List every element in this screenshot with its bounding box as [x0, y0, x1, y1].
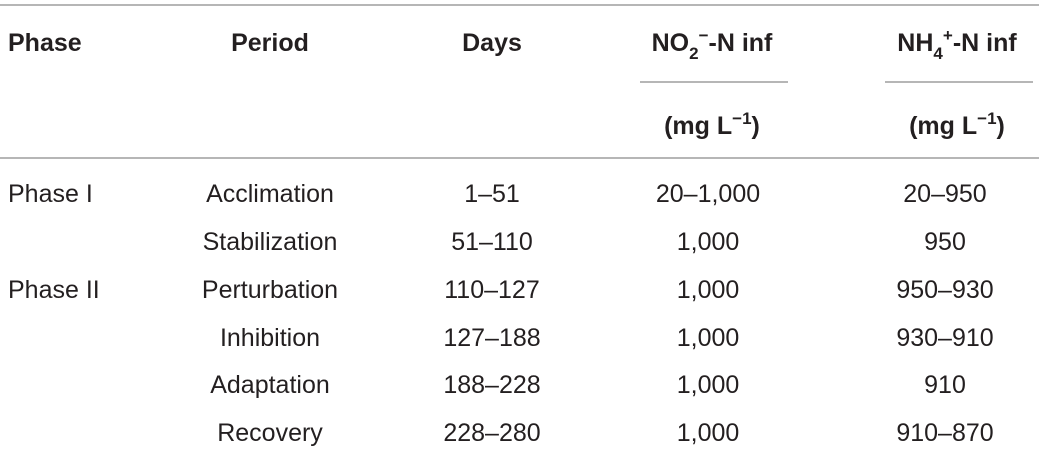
header-text: -N inf [953, 29, 1018, 57]
table-cell: 1,000 [677, 324, 740, 352]
subscript: 2 [689, 44, 698, 63]
unit-cell: (mg L−1) [909, 109, 1005, 140]
unit-text: ) [997, 112, 1005, 140]
header-cell: NH4+-N inf [897, 26, 1017, 63]
subscript: 4 [933, 44, 943, 63]
header-cell: Days [462, 29, 522, 57]
table-cell: 20–1,000 [656, 180, 760, 208]
table-cell: Recovery [217, 419, 323, 447]
table-cell: Inhibition [220, 324, 320, 352]
table-cell: 110–127 [444, 276, 539, 304]
table-cell: 1–51 [464, 180, 520, 208]
table-cell: 1,000 [677, 371, 740, 399]
unit-cell: (mg L−1) [664, 109, 760, 140]
table-cell: 20–950 [903, 180, 986, 208]
table-cell: Perturbation [202, 276, 338, 304]
unit-text: (mg L [664, 112, 732, 140]
table-cell: 127–188 [443, 324, 540, 352]
table-cell: 51–110 [451, 228, 533, 256]
table-cell: Phase I [8, 180, 93, 208]
table-cell: 950–930 [896, 276, 993, 304]
header-cell: NO2−-N inf [652, 26, 773, 63]
table-cell: Adaptation [210, 371, 330, 399]
header-text: NO [652, 29, 690, 57]
table-cell: 228–280 [443, 419, 540, 447]
header-cell: Period [231, 29, 309, 57]
superscript: − [699, 26, 709, 45]
table-cell: Acclimation [206, 180, 334, 208]
table-cell: 950 [924, 228, 966, 256]
header-text: NH [897, 29, 933, 57]
superscript: + [943, 26, 953, 45]
superscript: −1 [732, 109, 751, 128]
table-cell: 910–870 [896, 419, 993, 447]
table-cell: 1,000 [677, 276, 740, 304]
table-cell: Stabilization [203, 228, 338, 256]
table-cell: 188–228 [443, 371, 540, 399]
header-text: -N inf [709, 29, 774, 57]
unit-text: ) [752, 112, 760, 140]
table-cell: 1,000 [677, 228, 740, 256]
header-cell: Phase [8, 29, 82, 57]
table-cell: 910 [924, 371, 966, 399]
superscript: −1 [977, 109, 996, 128]
table-cell: Phase II [8, 276, 100, 304]
table-cell: 930–910 [896, 324, 993, 352]
unit-text: (mg L [909, 112, 977, 140]
table-cell: 1,000 [677, 419, 740, 447]
